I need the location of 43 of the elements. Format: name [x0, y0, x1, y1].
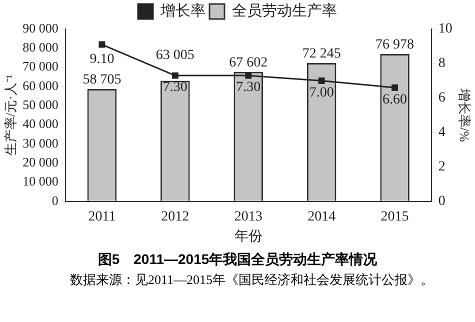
data-label: 6.60 [382, 92, 408, 108]
y2-axis-title: 增长率/% [456, 87, 472, 142]
data-label: 76 978 [376, 38, 414, 53]
data-label: 67 602 [229, 56, 268, 71]
data-label: 58 705 [82, 72, 122, 88]
data-label: 72 245 [302, 46, 341, 62]
y-tick-label: 10 000 [22, 174, 58, 189]
data-label: 7.00 [309, 85, 334, 100]
y-tick-label: 60 000 [22, 78, 58, 93]
text: 图5 2011—2015年我国全员劳动生产率情况 [96, 251, 378, 269]
x-axis-title: 年份 [234, 228, 262, 244]
y2-tick-label: 10 [438, 22, 452, 37]
x-tick-label: 2014 [308, 209, 336, 224]
x-tick-label: 2012 [161, 209, 190, 224]
y-axis-title: 生产率/元·人⁻¹ [3, 74, 18, 156]
y-tick-label: 90 000 [22, 20, 58, 36]
point [318, 77, 325, 84]
x-tick-label: 2011 [88, 209, 116, 224]
data-label: 63 005 [156, 48, 194, 64]
x-tick-label: 2013 [234, 209, 262, 224]
y2-tick-label: 6 [438, 90, 446, 106]
y-tick-label: 40 000 [22, 116, 58, 132]
y2-tick-label: 0 [438, 194, 446, 210]
y-tick-label: 80 000 [22, 40, 58, 55]
point [245, 72, 252, 79]
point [172, 72, 178, 79]
point [392, 84, 398, 91]
y-tick-label: 0 [52, 192, 58, 208]
legend-label: 增长率 [160, 2, 206, 20]
y2-tick-label: 4 [438, 125, 446, 140]
x-tick-label: 2015 [380, 209, 409, 224]
y-tick-label: 30 000 [22, 135, 58, 150]
y-tick-label: 70 000 [22, 58, 58, 74]
y2-tick-label: 2 [438, 160, 446, 175]
data-label: 7.30 [236, 80, 261, 96]
data-label: 9.10 [90, 52, 114, 68]
legend-label: 全员劳动生产率 [232, 2, 337, 20]
y-tick-label: 20 000 [22, 154, 58, 170]
source-note: 数据来源：见2011—2015年《国民经济和社会发展统计公报》。 [69, 271, 435, 289]
data-label: 7.30 [162, 80, 188, 96]
y-tick-label: 50 000 [22, 97, 58, 112]
point [98, 41, 106, 48]
y2-tick-label: 8 [438, 56, 446, 72]
